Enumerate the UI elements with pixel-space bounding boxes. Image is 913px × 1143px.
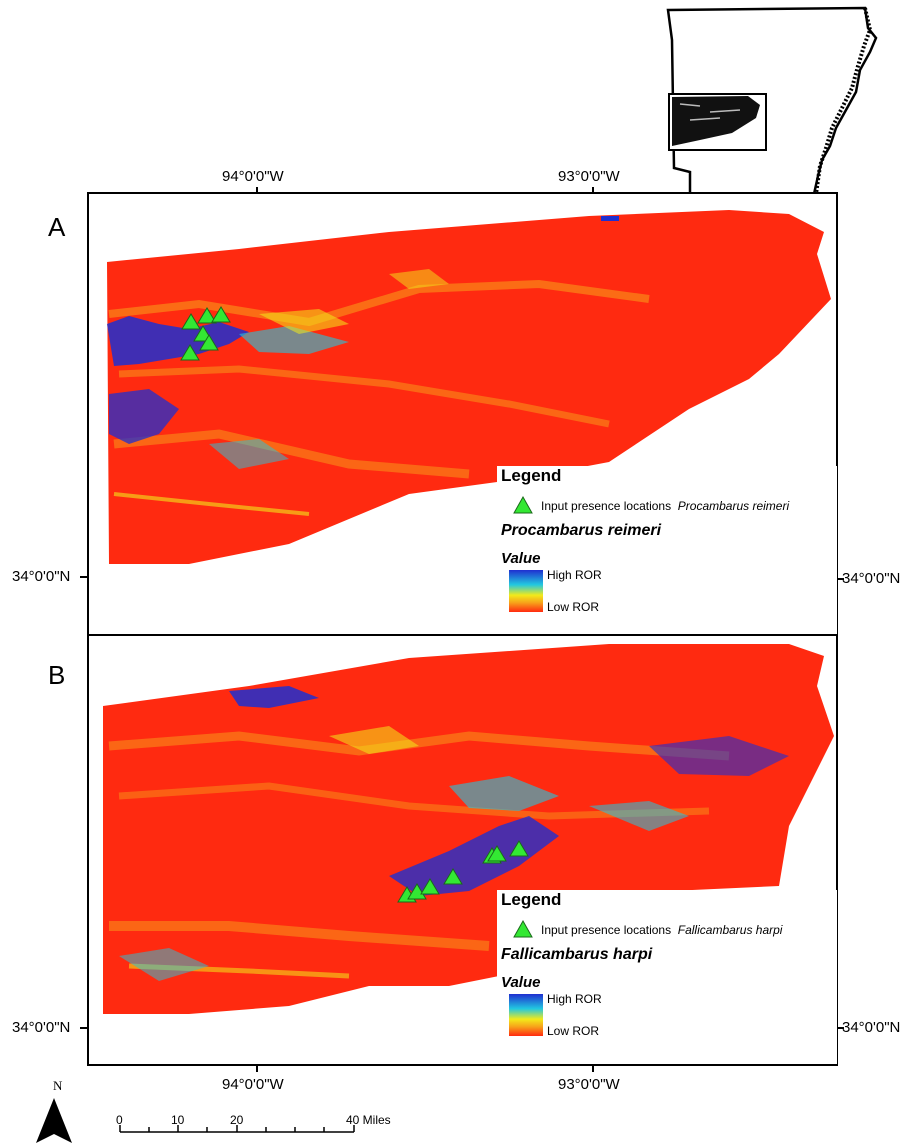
tick-right-a <box>838 578 844 580</box>
color-ramp <box>509 994 543 1036</box>
presence-marker <box>509 840 529 857</box>
ramp-high-label: High ROR <box>547 568 602 582</box>
presence-label: Input presence locations <box>541 923 672 937</box>
presence-marker-icon <box>513 496 533 514</box>
tick-right-b <box>838 1027 844 1029</box>
north-arrow-icon <box>36 1098 72 1143</box>
legend-title: Legend <box>501 466 562 485</box>
scale-tick-10: 10 <box>171 1113 185 1127</box>
lat-label-left-a: 34°0'0"N <box>12 568 71 585</box>
inset-locator-map <box>666 6 878 196</box>
presence-marker <box>420 878 440 895</box>
legend-presence-row: Input presence locations Fallicambarus h… <box>541 923 782 937</box>
legend-a: Legend Input presence locations Procamba… <box>497 466 837 634</box>
scale-bar <box>119 1125 355 1133</box>
presence-markers-b <box>397 840 529 903</box>
north-label: N <box>53 1078 63 1093</box>
presence-marker <box>199 334 219 351</box>
presence-marker <box>181 313 201 330</box>
scale-tick-20: 20 <box>230 1113 244 1127</box>
color-ramp <box>509 570 543 612</box>
map-frame-a: Legend Input presence locations Procamba… <box>87 192 838 636</box>
species-heading: Procambarus reimeri <box>501 522 662 539</box>
tick-left-a <box>80 576 87 578</box>
ramp-high-label: High ROR <box>547 992 602 1006</box>
tick-top-1 <box>256 187 258 193</box>
raster-map-a <box>107 210 831 564</box>
presence-species: Fallicambarus harpi <box>677 923 783 937</box>
species-heading: Fallicambarus harpi <box>501 946 653 963</box>
legend-b: Legend Input presence locations Fallicam… <box>497 890 837 1064</box>
presence-marker <box>407 883 427 900</box>
tick-left-b <box>80 1027 87 1029</box>
ramp-low-label: Low ROR <box>547 1024 600 1038</box>
scale-tick-0: 0 <box>116 1113 123 1127</box>
presence-marker <box>180 344 200 361</box>
study-area-raster-inset <box>672 96 760 146</box>
presence-marker <box>211 306 231 323</box>
ramp-low-label: Low ROR <box>547 600 600 614</box>
tick-top-2 <box>592 187 594 193</box>
raster-map-b <box>103 644 834 1014</box>
presence-marker-icon <box>513 920 533 938</box>
lon-label-top-1: 94°0'0"W <box>222 168 284 185</box>
lat-label-right-b: 34°0'0"N <box>842 1019 901 1036</box>
tick-bottom-1 <box>256 1066 258 1072</box>
lat-label-right-a: 34°0'0"N <box>842 570 901 587</box>
presence-label: Input presence locations <box>541 499 672 513</box>
study-area-b <box>103 644 834 1014</box>
presence-marker <box>487 845 507 862</box>
legend-title: Legend <box>501 890 562 909</box>
lat-label-left-b: 34°0'0"N <box>12 1019 71 1036</box>
panel-letter-b: B <box>48 660 66 690</box>
presence-marker <box>197 307 217 324</box>
map-frame-b: Legend Input presence locations Fallicam… <box>87 634 838 1066</box>
presence-marker <box>443 868 463 885</box>
study-area-a <box>107 210 831 564</box>
lon-label-bottom-1: 94°0'0"W <box>222 1076 284 1093</box>
panel-letter-a: A <box>48 212 66 242</box>
value-heading: Value <box>501 974 541 991</box>
lon-label-bottom-2: 93°0'0"W <box>558 1076 620 1093</box>
legend-presence-row: Input presence locations Procambarus rei… <box>541 499 789 513</box>
lon-label-top-2: 93°0'0"W <box>558 168 620 185</box>
scale-tick-40-miles: 40 Miles <box>346 1113 391 1127</box>
value-heading: Value <box>501 550 541 567</box>
presence-species: Procambarus reimeri <box>677 499 790 513</box>
tick-bottom-2 <box>592 1066 594 1072</box>
presence-markers-a <box>180 306 231 361</box>
